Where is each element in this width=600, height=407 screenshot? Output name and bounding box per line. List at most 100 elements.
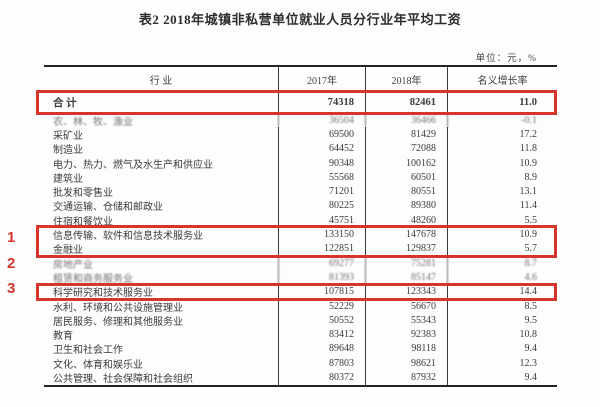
cell-2017: 81393 <box>279 270 366 285</box>
table-row: 房地产业 69277 75281 8.7 <box>44 255 557 271</box>
cell-2018: 100162 <box>366 155 448 171</box>
cell-2017: 87803 <box>279 356 366 371</box>
cell-growth: 11.0 <box>519 97 537 108</box>
cell-2017: 80225 <box>279 198 366 214</box>
unit-label: 单位：元，% <box>475 54 537 64</box>
table-row: 交通运输、仓储和邮政业 80225 89380 11.4 <box>44 198 557 214</box>
cell-industry: 建筑业 <box>44 170 279 185</box>
cell-2017: 52229 <box>279 298 366 314</box>
cell-industry: 卫生和社会工作 <box>44 341 279 357</box>
cell-growth: 5.7 <box>524 243 538 255</box>
wage-table: 行 业 2017年 2018年 名义增长率 合 计 74318 82461 11… <box>36 65 557 387</box>
table-row: 租赁和商务服务业 81393 85147 4.6 <box>44 270 557 285</box>
table-row: 建筑业 55568 60501 8.9 <box>44 170 557 185</box>
table-row: 制造业 64452 72088 11.8 <box>44 141 557 156</box>
cell-2018: 82461 <box>366 92 448 113</box>
cell-growth: 14.4 <box>519 286 538 298</box>
header-growth-rate: 名义增长率 <box>477 75 528 87</box>
cell-growth: 9.4 <box>524 343 538 355</box>
cell-growth: 5.5 <box>524 214 538 226</box>
cell-2018: 36466 <box>366 113 448 128</box>
table-row: 卫生和社会工作 89648 98118 9.4 <box>44 341 557 357</box>
cell-industry: 文化、体育和娱乐业 <box>44 356 279 371</box>
cell-growth: 9.4 <box>524 371 538 383</box>
cell-2018: 87932 <box>366 370 448 385</box>
cell-2018: 98621 <box>366 356 448 371</box>
table-row: 农、林、牧、渔业 36504 36466 -0.1 <box>44 113 557 128</box>
cell-industry: 批发和零售业 <box>44 184 279 199</box>
cell-2017: 83412 <box>279 327 366 342</box>
cell-growth: 10.9 <box>519 157 538 169</box>
cell-2018: 147678 <box>366 227 448 242</box>
cell-growth: 10.9 <box>519 229 538 241</box>
cell-industry: 租赁和商务服务业 <box>44 270 279 285</box>
cell-growth: 11.8 <box>519 143 537 155</box>
cell-2018: 81429 <box>366 127 448 142</box>
header-industry: 行 业 <box>44 67 279 91</box>
cell-2018: 56670 <box>366 298 448 314</box>
cell-2018: 72088 <box>366 141 448 156</box>
cell-growth: 9.5 <box>524 314 538 326</box>
cell-industry: 住宿和餐饮业 <box>44 213 279 228</box>
cell-2017: 80372 <box>279 370 366 385</box>
cell-2018: 89380 <box>366 198 448 214</box>
table-row: 金融业 122851 129837 5.7 <box>44 241 557 256</box>
annotation-marker-2: 2 <box>7 255 16 272</box>
cell-2017: 89648 <box>279 341 366 357</box>
cell-2018: 85147 <box>366 270 448 285</box>
cell-industry: 交通运输、仓储和邮政业 <box>44 198 279 214</box>
cell-growth: 4.6 <box>524 271 538 283</box>
cell-growth: 8.5 <box>524 300 538 312</box>
table-row: 科学研究和技术服务业 107815 123343 14.4 <box>44 284 557 299</box>
cell-2017: 74318 <box>279 92 366 113</box>
cell-2018: 98118 <box>366 341 448 357</box>
cell-industry: 合 计 <box>44 92 279 113</box>
cell-2018: 60501 <box>366 170 448 185</box>
cell-2017: 122851 <box>279 241 366 256</box>
header-2018: 2018年 <box>366 67 448 91</box>
table-body: 合 计 74318 82461 11.0 农、林、牧、渔业 36504 3646… <box>44 92 557 385</box>
table-row: 教育 83412 92383 10.8 <box>44 327 557 342</box>
cell-2017: 133150 <box>279 227 366 242</box>
cell-growth: 13.1 <box>519 186 538 198</box>
table-row: 合 计 74318 82461 11.0 <box>44 92 557 113</box>
cell-2017: 36504 <box>279 113 366 128</box>
table-header-row: 行 业 2017年 2018年 名义增长率 <box>44 67 557 92</box>
table-title: 表2 2018年城镇非私营单位就业人员分行业年平均工资 <box>138 12 462 27</box>
table-row: 电力、热力、燃气及水生产和供应业 90348 100162 10.9 <box>44 155 557 171</box>
cell-2018: 129837 <box>366 241 448 256</box>
cell-2017: 71201 <box>279 184 366 199</box>
cell-2017: 107815 <box>279 284 366 299</box>
cell-industry: 居民服务、修理和其他服务业 <box>44 313 279 328</box>
table-row: 批发和零售业 71201 80551 13.1 <box>44 184 557 199</box>
cell-2018: 55343 <box>366 313 448 328</box>
annotation-marker-1: 1 <box>7 229 16 246</box>
annotation-marker-3: 3 <box>7 280 16 297</box>
table-row: 采矿业 69500 81429 17.2 <box>44 127 557 142</box>
cell-2017: 55568 <box>279 170 366 185</box>
cell-2017: 90348 <box>279 155 366 171</box>
table-row: 信息传输、软件和信息技术服务业 133150 147678 10.9 <box>44 227 557 242</box>
cell-2018: 48260 <box>366 213 448 228</box>
cell-industry: 制造业 <box>44 141 279 156</box>
cell-2017: 50552 <box>279 313 366 328</box>
cell-2017: 69500 <box>279 127 366 142</box>
table-row: 住宿和餐饮业 45751 48260 5.5 <box>44 213 557 228</box>
header-2017: 2017年 <box>279 67 366 91</box>
cell-industry: 教育 <box>44 327 279 342</box>
cell-growth: 10.8 <box>519 329 538 341</box>
cell-industry: 水利、环境和公共设施管理业 <box>44 298 279 314</box>
cell-2017: 45751 <box>279 213 366 228</box>
cell-growth: -0.1 <box>521 114 537 126</box>
cell-2018: 92383 <box>366 327 448 342</box>
cell-industry: 金融业 <box>44 241 279 256</box>
cell-2017: 69277 <box>279 255 366 271</box>
table-row: 居民服务、修理和其他服务业 50552 55343 9.5 <box>44 313 557 328</box>
cell-industry: 信息传输、软件和信息技术服务业 <box>44 227 279 242</box>
cell-2018: 80551 <box>366 184 448 199</box>
cell-2018: 123343 <box>366 284 448 299</box>
table-row: 公共管理、社会保障和社会组织 80372 87932 9.4 <box>44 370 557 385</box>
cell-growth: 11.4 <box>519 200 537 212</box>
cell-industry: 公共管理、社会保障和社会组织 <box>44 370 279 385</box>
